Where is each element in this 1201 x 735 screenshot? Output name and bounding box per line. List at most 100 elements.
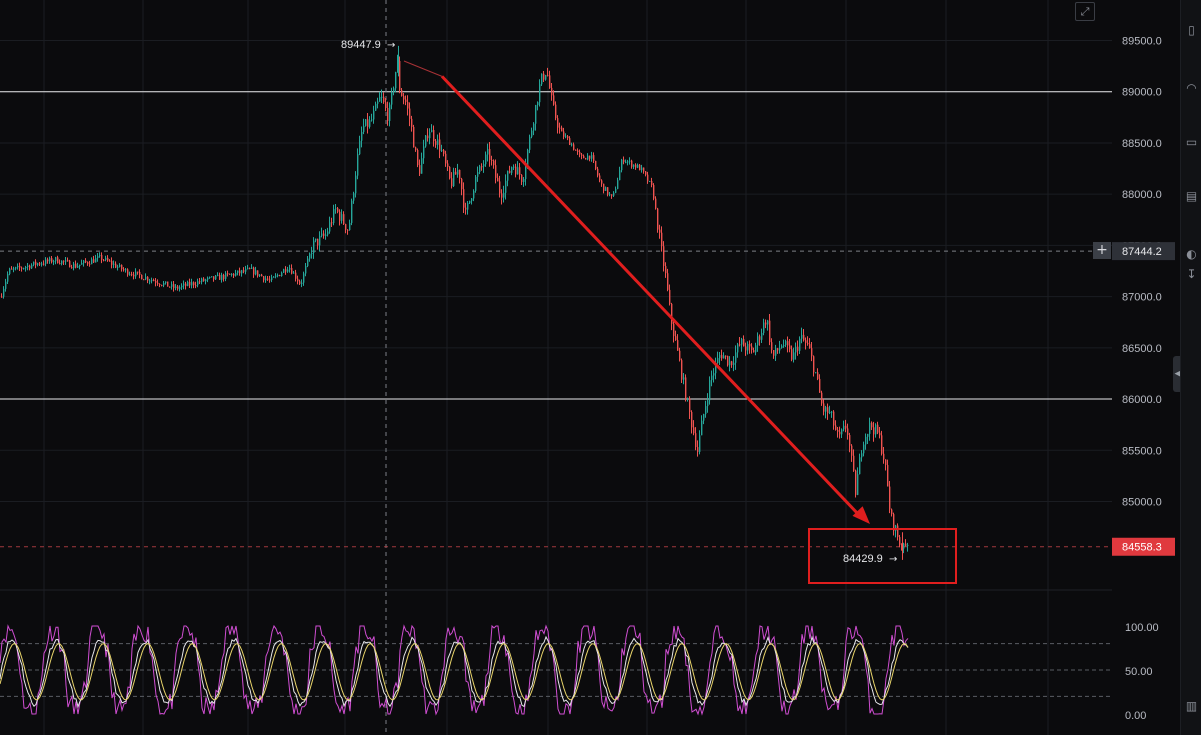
oscillator-slow-line: [0, 643, 909, 701]
candle-body: [815, 372, 817, 374]
candle-body: [555, 104, 557, 119]
candle-body: [229, 273, 231, 275]
candle-body: [607, 187, 609, 195]
plus-icon[interactable]: +: [1093, 242, 1111, 259]
candle-body: [303, 273, 305, 283]
candle-body: [49, 258, 51, 262]
candle-body: [799, 338, 801, 351]
candle-body: [389, 104, 391, 121]
candle-body: [135, 271, 137, 277]
candle-body: [751, 346, 753, 350]
candle-body: [727, 355, 729, 366]
candle-body: [213, 276, 215, 280]
candle-body: [725, 355, 727, 357]
candle-body: [887, 464, 889, 487]
candle-body: [899, 537, 901, 545]
candle-body: [199, 281, 201, 283]
candle-body: [677, 340, 679, 351]
candle-body: [885, 459, 887, 465]
candle-body: [411, 118, 413, 127]
candle-body: [181, 285, 183, 288]
candle-body: [857, 474, 859, 495]
candle-body: [155, 280, 157, 283]
candle-body: [671, 303, 673, 324]
candle-body: [863, 444, 865, 454]
candle-body: [619, 170, 621, 181]
candle-body: [313, 240, 315, 253]
window-icon[interactable]: ▥: [1185, 699, 1198, 713]
candle-body: [435, 141, 437, 145]
candle-body: [517, 167, 519, 175]
candle-body: [345, 224, 347, 230]
candle-body: [723, 355, 725, 359]
candle-body: [881, 435, 883, 454]
candle-body: [91, 259, 93, 265]
candle-body: [409, 108, 411, 119]
candle-body: [581, 154, 583, 156]
candle-body: [779, 348, 781, 351]
low-price-label: 84429.9: [843, 553, 883, 565]
candle-body: [343, 214, 345, 225]
candle-body: [839, 431, 841, 435]
box-icon[interactable]: ▤: [1185, 189, 1198, 203]
wifi-icon[interactable]: ◠: [1186, 81, 1197, 95]
candle-body: [159, 284, 161, 286]
candle-body: [879, 432, 881, 436]
candle-body: [695, 433, 697, 448]
candle-body: [641, 167, 643, 171]
candle-body: [369, 120, 371, 127]
candle-body: [293, 272, 295, 274]
horizontal-lines: [0, 0, 1112, 735]
candle-body: [469, 200, 471, 204]
candle-body: [115, 263, 117, 268]
candle-body: [69, 260, 71, 268]
candle-body: [771, 342, 773, 351]
candle-body: [29, 265, 31, 269]
candle-body: [455, 171, 457, 175]
arrow-icon[interactable]: ↧: [1186, 267, 1197, 281]
candle-body: [171, 284, 173, 287]
candle-body: [519, 167, 521, 175]
candle-body: [643, 167, 645, 172]
candle-body: [805, 340, 807, 343]
candle-body: [813, 356, 815, 373]
fullscreen-icon[interactable]: ⤢: [1075, 2, 1095, 21]
collapse-left-icon[interactable]: ◀: [1173, 356, 1183, 392]
candle-body: [697, 447, 699, 452]
candle-body: [391, 91, 393, 105]
candle-body: [219, 274, 221, 280]
candle-body: [151, 280, 153, 282]
candle-body: [463, 189, 465, 208]
candle-body: [605, 187, 607, 191]
candle-body: [263, 276, 265, 281]
candle-body: [327, 231, 329, 235]
candle-body: [15, 267, 17, 269]
candle-body: [259, 274, 261, 276]
candle-body: [473, 190, 475, 199]
candle-body: [119, 264, 121, 267]
candle-body: [317, 238, 319, 246]
candle-body: [387, 107, 389, 121]
candle-body: [583, 155, 585, 159]
candle-body: [687, 398, 689, 400]
brightness-icon[interactable]: ◐: [1186, 247, 1197, 261]
candle-body: [589, 155, 591, 159]
candle-body: [565, 136, 567, 138]
candle-body: [167, 281, 169, 287]
candle-body: [629, 160, 631, 162]
candle-body: [397, 60, 399, 73]
candle-body: [335, 208, 337, 210]
candle-body: [23, 268, 25, 270]
candle-body: [853, 455, 855, 471]
annotations: 89447.9 → 84429.9 →: [341, 39, 957, 584]
candle-body: [87, 262, 89, 264]
candle-body: [599, 175, 601, 181]
candle-body: [439, 139, 441, 151]
candle-body: [371, 119, 373, 121]
oscillator-raw-line: [0, 624, 909, 716]
phone-icon[interactable]: ▯: [1188, 23, 1195, 37]
candle-body: [715, 363, 717, 374]
monitor-icon[interactable]: ▭: [1185, 135, 1198, 149]
candle-body: [499, 181, 501, 194]
